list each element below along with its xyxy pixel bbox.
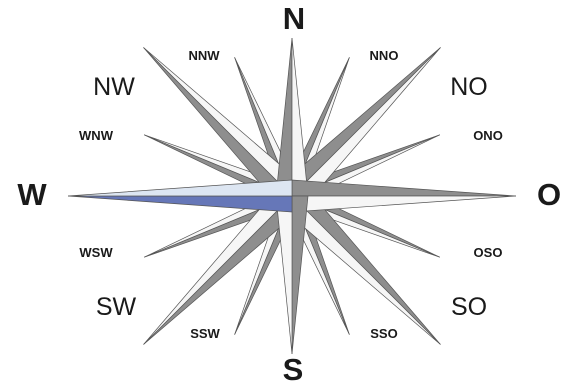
label-ono: ONO <box>473 128 503 143</box>
label-o: O <box>537 177 561 212</box>
label-oso: OSO <box>474 245 503 260</box>
label-nnw: NNW <box>188 48 220 63</box>
label-so: SO <box>451 293 487 321</box>
label-w: W <box>17 177 47 212</box>
point-o-dark <box>291 179 517 197</box>
label-sso: SSO <box>370 326 397 341</box>
point-w-light <box>67 179 293 197</box>
point-n-light <box>291 37 309 197</box>
label-sw: SW <box>96 293 137 321</box>
label-n: N <box>283 1 305 36</box>
label-nno: NNO <box>370 48 399 63</box>
label-wsw: WSW <box>79 245 113 260</box>
intercardinal-points <box>143 47 441 345</box>
label-no: NO <box>450 73 488 101</box>
label-nw: NW <box>93 73 135 101</box>
point-w-dark <box>67 195 293 213</box>
point-o-light <box>291 195 517 213</box>
point-s-light <box>275 195 293 355</box>
label-ssw: SSW <box>190 326 220 341</box>
cardinal-points <box>67 37 517 355</box>
point-n-dark <box>275 37 293 197</box>
point-s-dark <box>291 195 309 355</box>
label-wnw: WNW <box>79 128 114 143</box>
label-s: S <box>283 352 304 385</box>
